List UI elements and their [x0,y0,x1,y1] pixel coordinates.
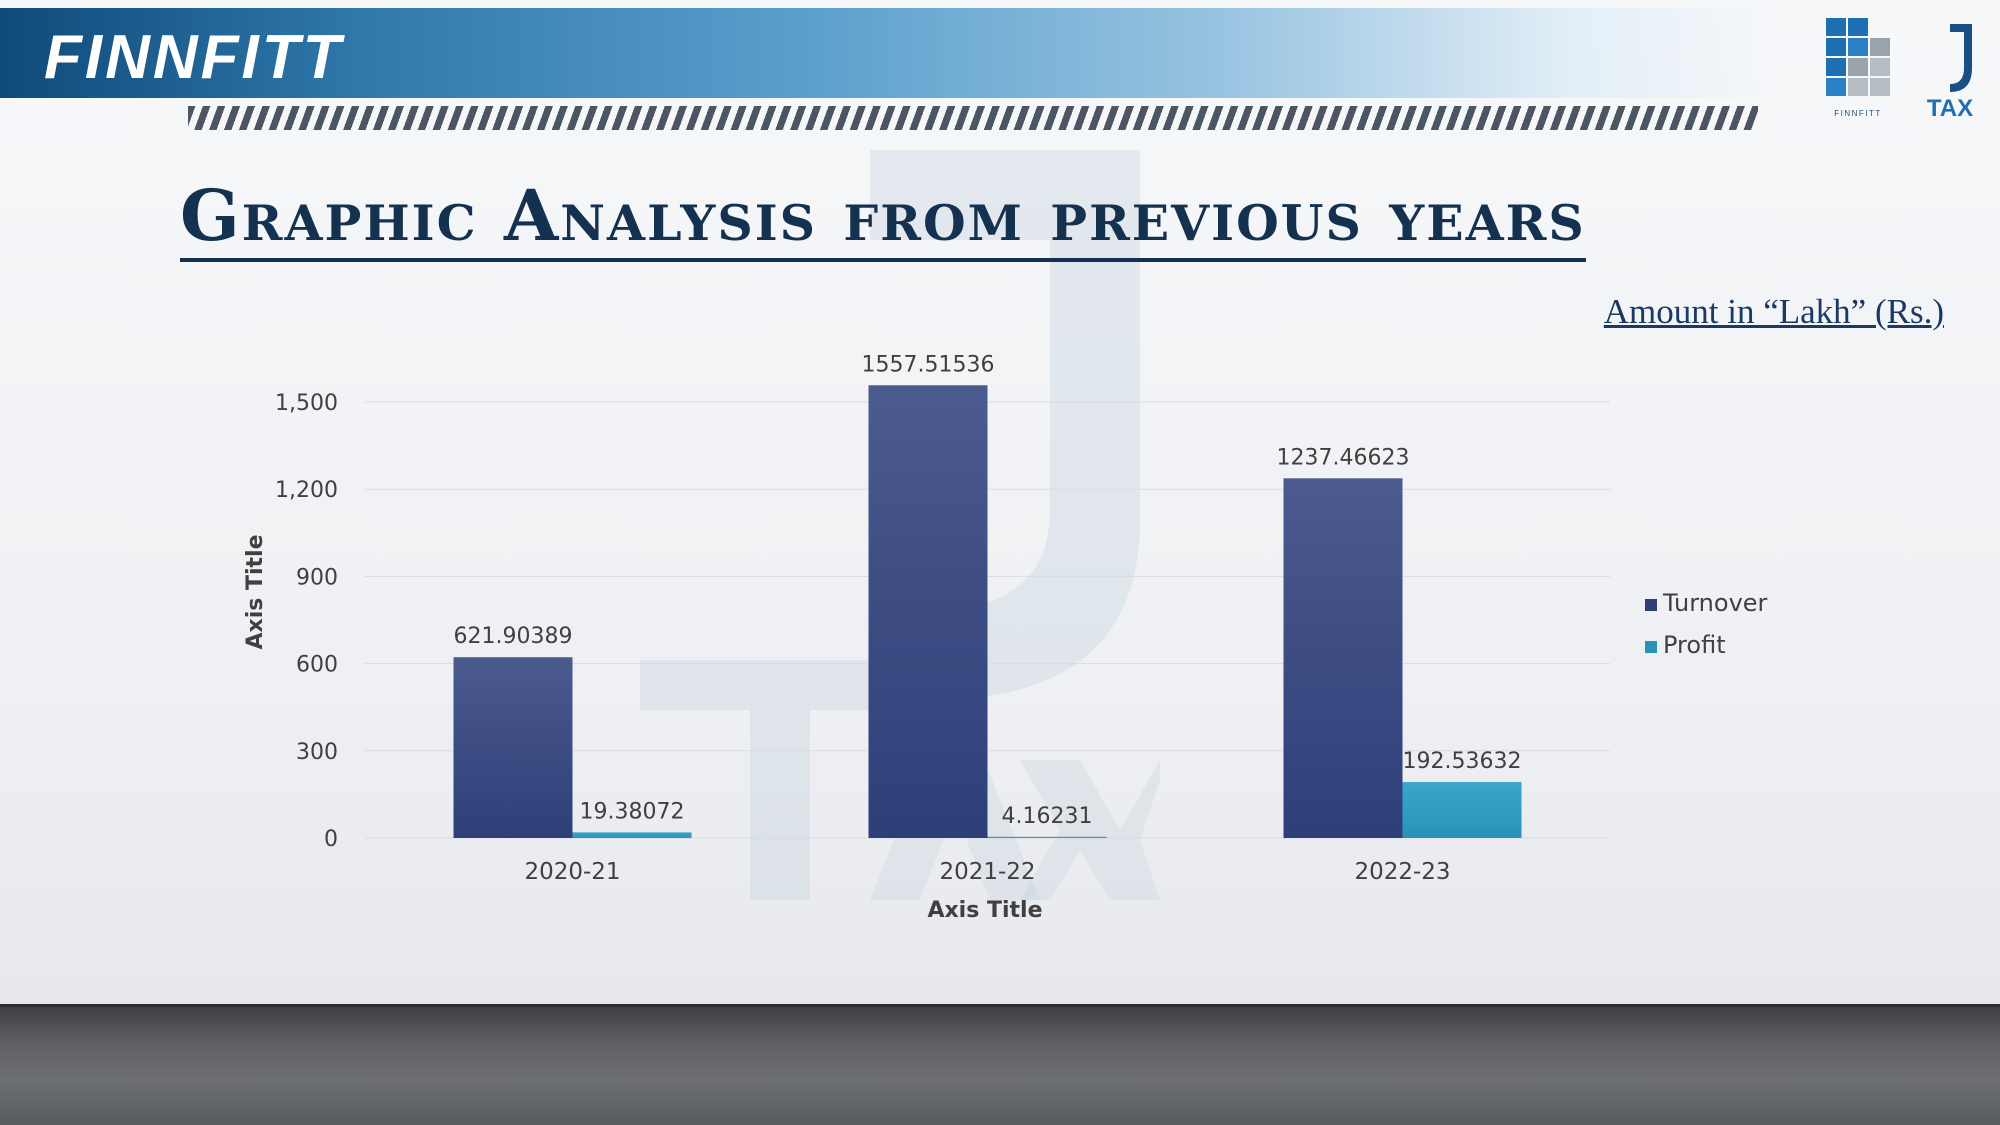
x-tick-label: 2021-22 [939,859,1035,885]
y-tick-label: 1,500 [275,391,338,416]
bar-chart: 0 300 600 900 1,200 1,500 621.90389 19.38072 15… [243,352,1768,923]
y-tick-label: 600 [296,653,338,678]
floor-background [0,1004,2000,1125]
bar-profit-2021-22 [987,836,1107,838]
jtax-logo-caption: TAX [1927,95,1973,120]
jtax-watermark [640,150,1160,900]
data-label: 1557.51536 [862,352,995,377]
x-tick-label: 2022-23 [1354,859,1450,885]
data-label: 19.38072 [580,799,685,824]
bar-profit-2022-23 [1402,782,1522,838]
y-tick-label: 900 [296,565,338,590]
chart-legend: Turnover Profit [1645,589,1768,659]
legend-swatch-turnover [1645,599,1657,611]
data-label: 621.90389 [454,624,573,649]
y-tick-label: 300 [296,740,338,765]
decorative-stripe-bar [188,106,1758,130]
bar-turnover-2020-21 [453,657,573,838]
finnfitt-logo-caption: FINNFITT [1834,109,1882,118]
slide-title: Graphic Analysis from previous years [180,176,1586,262]
jtax-logo: TAX [1927,24,1973,120]
finnfitt-logo: FINNFITT [1826,18,1890,118]
x-axis-title: Axis Title [927,898,1042,923]
y-tick-label: 0 [324,827,338,852]
bar-profit-2020-21 [572,832,692,838]
legend-label-turnover: Turnover [1662,589,1768,617]
y-tick-label: 1,200 [275,478,338,503]
data-label: 4.16231 [1002,804,1093,829]
brand-name: FINNFITT [44,23,344,92]
bar-turnover-2021-22 [868,385,988,838]
y-axis-title: Axis Title [243,534,268,649]
x-tick-label: 2020-21 [524,859,620,885]
data-label: 192.53632 [1403,749,1522,774]
bar-turnover-2022-23 [1283,478,1403,838]
data-label: 1237.46623 [1277,445,1410,470]
amount-unit-note: Amount in “Lakh” (Rs.) [1603,292,1944,331]
legend-swatch-profit [1645,641,1657,653]
header-band: FINNFITT [0,8,1780,98]
legend-label-profit: Profit [1663,631,1726,659]
